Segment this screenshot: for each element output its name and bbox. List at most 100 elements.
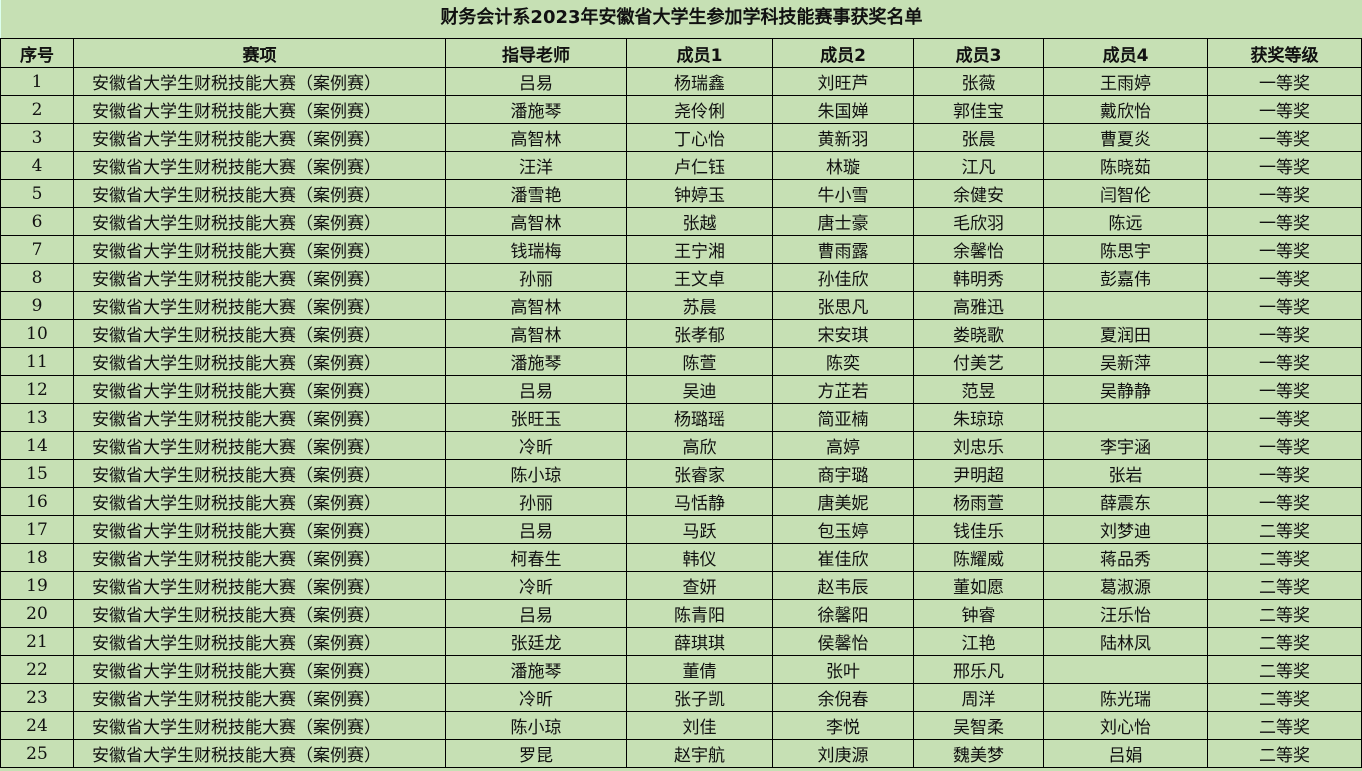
cell-award-level[interactable]: 二等奖 — [1207, 683, 1362, 712]
cell-member3[interactable]: 毛欣羽 — [913, 207, 1044, 236]
cell-advisor[interactable]: 高智林 — [445, 207, 627, 236]
cell-member3[interactable]: 付美艺 — [913, 347, 1044, 376]
cell-member3[interactable]: 张薇 — [913, 67, 1044, 96]
cell-member2[interactable]: 赵韦辰 — [772, 571, 914, 600]
cell-event[interactable]: 安徽省大学生财税技能大赛（案例赛） — [73, 739, 446, 768]
cell-event[interactable]: 安徽省大学生财税技能大赛（案例赛） — [73, 67, 446, 96]
cell-member1[interactable]: 尧伶俐 — [626, 95, 773, 124]
cell-member4[interactable]: 陈晓茹 — [1043, 151, 1208, 180]
cell-member1[interactable]: 查妍 — [626, 571, 773, 600]
cell-index[interactable]: 17 — [0, 515, 74, 544]
cell-event[interactable]: 安徽省大学生财税技能大赛（案例赛） — [73, 683, 446, 712]
cell-event[interactable]: 安徽省大学生财税技能大赛（案例赛） — [73, 543, 446, 572]
cell-member4[interactable]: 戴欣怡 — [1043, 95, 1208, 124]
cell-member4[interactable] — [1043, 291, 1208, 320]
cell-event[interactable]: 安徽省大学生财税技能大赛（案例赛） — [73, 235, 446, 264]
cell-member4[interactable]: 李宇涵 — [1043, 431, 1208, 460]
cell-event[interactable]: 安徽省大学生财税技能大赛（案例赛） — [73, 123, 446, 152]
cell-member2[interactable]: 黄新羽 — [772, 123, 914, 152]
cell-member1[interactable]: 董倩 — [626, 655, 773, 684]
cell-member1[interactable]: 杨瑞鑫 — [626, 67, 773, 96]
cell-index[interactable]: 12 — [0, 375, 74, 404]
cell-member4[interactable] — [1043, 403, 1208, 432]
cell-member3[interactable]: 魏美梦 — [913, 739, 1044, 768]
cell-advisor[interactable]: 高智林 — [445, 319, 627, 348]
cell-event[interactable]: 安徽省大学生财税技能大赛（案例赛） — [73, 487, 446, 516]
cell-member2[interactable]: 李悦 — [772, 711, 914, 740]
cell-member3[interactable]: 尹明超 — [913, 459, 1044, 488]
cell-index[interactable]: 19 — [0, 571, 74, 600]
cell-event[interactable]: 安徽省大学生财税技能大赛（案例赛） — [73, 515, 446, 544]
cell-index[interactable]: 10 — [0, 319, 74, 348]
cell-member2[interactable]: 孙佳欣 — [772, 263, 914, 292]
cell-member1[interactable]: 张孝郁 — [626, 319, 773, 348]
cell-index[interactable]: 5 — [0, 179, 74, 208]
cell-member4[interactable]: 陆林凤 — [1043, 627, 1208, 656]
cell-member1[interactable]: 刘佳 — [626, 711, 773, 740]
cell-event[interactable]: 安徽省大学生财税技能大赛（案例赛） — [73, 431, 446, 460]
header-index[interactable]: 序号 — [0, 38, 74, 68]
cell-member3[interactable]: 高雅迅 — [913, 291, 1044, 320]
header-member2[interactable]: 成员2 — [772, 38, 914, 68]
cell-member2[interactable]: 宋安琪 — [772, 319, 914, 348]
cell-member2[interactable]: 方芷若 — [772, 375, 914, 404]
cell-index[interactable]: 1 — [0, 67, 74, 96]
cell-member2[interactable]: 商宇璐 — [772, 459, 914, 488]
cell-member1[interactable]: 陈青阳 — [626, 599, 773, 628]
cell-member3[interactable]: 钱佳乐 — [913, 515, 1044, 544]
cell-member1[interactable]: 丁心怡 — [626, 123, 773, 152]
cell-member1[interactable]: 陈萱 — [626, 347, 773, 376]
cell-award-level[interactable]: 二等奖 — [1207, 711, 1362, 740]
cell-member4[interactable]: 汪乐怡 — [1043, 599, 1208, 628]
cell-advisor[interactable]: 吕易 — [445, 515, 627, 544]
cell-award-level[interactable]: 二等奖 — [1207, 543, 1362, 572]
cell-member3[interactable]: 江凡 — [913, 151, 1044, 180]
cell-index[interactable]: 18 — [0, 543, 74, 572]
header-member3[interactable]: 成员3 — [913, 38, 1044, 68]
cell-member1[interactable]: 薛琪琪 — [626, 627, 773, 656]
cell-advisor[interactable]: 吕易 — [445, 67, 627, 96]
cell-index[interactable]: 21 — [0, 627, 74, 656]
cell-member1[interactable]: 张越 — [626, 207, 773, 236]
cell-index[interactable]: 16 — [0, 487, 74, 516]
cell-award-level[interactable]: 二等奖 — [1207, 627, 1362, 656]
cell-advisor[interactable]: 孙丽 — [445, 487, 627, 516]
cell-award-level[interactable]: 一等奖 — [1207, 291, 1362, 320]
cell-award-level[interactable]: 一等奖 — [1207, 235, 1362, 264]
header-award-level[interactable]: 获奖等级 — [1207, 38, 1362, 68]
cell-award-level[interactable]: 二等奖 — [1207, 599, 1362, 628]
cell-member1[interactable]: 王文卓 — [626, 263, 773, 292]
cell-member2[interactable]: 张思凡 — [772, 291, 914, 320]
cell-member2[interactable]: 牛小雪 — [772, 179, 914, 208]
cell-member4[interactable]: 彭嘉伟 — [1043, 263, 1208, 292]
cell-event[interactable]: 安徽省大学生财税技能大赛（案例赛） — [73, 291, 446, 320]
cell-member2[interactable]: 林璇 — [772, 151, 914, 180]
cell-award-level[interactable]: 一等奖 — [1207, 487, 1362, 516]
cell-member1[interactable]: 高欣 — [626, 431, 773, 460]
cell-member2[interactable]: 张叶 — [772, 655, 914, 684]
cell-member4[interactable]: 陈光瑞 — [1043, 683, 1208, 712]
cell-event[interactable]: 安徽省大学生财税技能大赛（案例赛） — [73, 263, 446, 292]
header-member1[interactable]: 成员1 — [626, 38, 773, 68]
cell-index[interactable]: 22 — [0, 655, 74, 684]
cell-index[interactable]: 25 — [0, 739, 74, 768]
cell-member4[interactable]: 陈思宇 — [1043, 235, 1208, 264]
cell-award-level[interactable]: 一等奖 — [1207, 179, 1362, 208]
cell-member4[interactable]: 王雨婷 — [1043, 67, 1208, 96]
cell-member3[interactable]: 范昱 — [913, 375, 1044, 404]
cell-event[interactable]: 安徽省大学生财税技能大赛（案例赛） — [73, 599, 446, 628]
cell-member3[interactable]: 江艳 — [913, 627, 1044, 656]
cell-member4[interactable]: 刘心怡 — [1043, 711, 1208, 740]
cell-member3[interactable]: 朱琼琼 — [913, 403, 1044, 432]
cell-index[interactable]: 6 — [0, 207, 74, 236]
cell-member3[interactable]: 刘忠乐 — [913, 431, 1044, 460]
cell-event[interactable]: 安徽省大学生财税技能大赛（案例赛） — [73, 347, 446, 376]
cell-advisor[interactable]: 潘施琴 — [445, 655, 627, 684]
cell-award-level[interactable]: 一等奖 — [1207, 207, 1362, 236]
cell-index[interactable]: 13 — [0, 403, 74, 432]
cell-award-level[interactable]: 二等奖 — [1207, 515, 1362, 544]
cell-member4[interactable]: 陈远 — [1043, 207, 1208, 236]
cell-index[interactable]: 8 — [0, 263, 74, 292]
cell-award-level[interactable]: 一等奖 — [1207, 319, 1362, 348]
cell-member1[interactable]: 赵宇航 — [626, 739, 773, 768]
